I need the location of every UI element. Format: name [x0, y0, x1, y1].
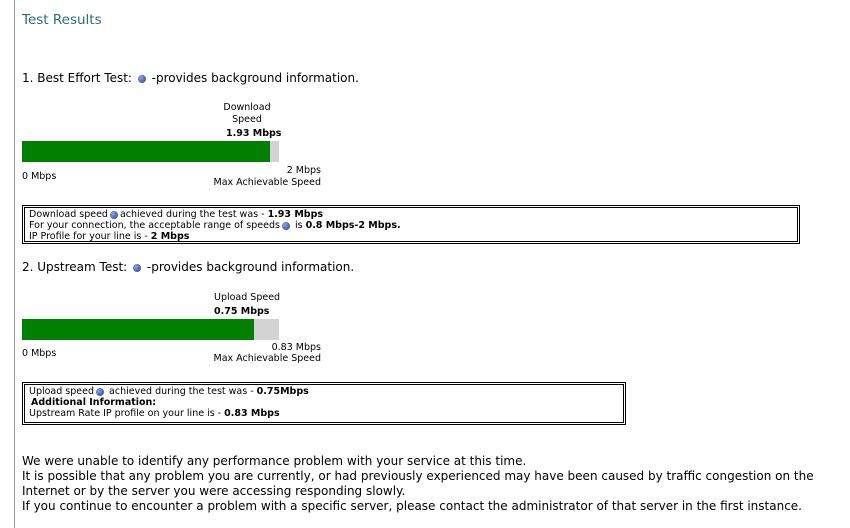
footer: We were unable to identify any performan…: [22, 454, 814, 514]
info-icon[interactable]: [96, 387, 105, 396]
info-icon[interactable]: [137, 74, 146, 83]
text: achieved during the test was -: [106, 386, 257, 397]
value: 0.75Mbps: [256, 386, 309, 397]
text: Upstream Rate IP profile on your line is…: [29, 408, 225, 419]
summary-line: Additional Information:: [29, 397, 619, 408]
text: is: [291, 220, 306, 231]
footer-line: Internet or by the server you were acces…: [22, 484, 406, 498]
gauge-track: [22, 141, 279, 162]
gauge-fill: [22, 141, 270, 162]
value: 1.93 Mbps: [267, 209, 324, 220]
info-icon[interactable]: [109, 210, 118, 219]
summary-line: For your connection, the acceptable rang…: [29, 220, 793, 231]
text: For your connection, the acceptable rang…: [29, 220, 280, 231]
section-heading: 2. Upstream Test: -provides background i…: [22, 260, 354, 274]
gauge-track: [22, 319, 279, 340]
gauge-min: 0 Mbps: [22, 348, 57, 359]
info-icon[interactable]: [281, 221, 290, 230]
gauge-max: 2 Mbps: [286, 165, 321, 176]
text: IP Profile for your line is -: [29, 231, 151, 242]
footer-line: If you continue to encounter a problem w…: [22, 499, 802, 513]
summary-line: Download speed achieved during the test w…: [29, 209, 793, 220]
summary-box: Download speed achieved during the test w…: [22, 205, 800, 244]
gauge-min: 0 Mbps: [22, 171, 57, 182]
left-border: [14, 0, 15, 528]
value: 2 Mbps: [150, 231, 190, 242]
gauge-fill: [22, 319, 255, 340]
text: Upload speed: [29, 386, 95, 397]
gauge-label: Upload Speed: [214, 292, 281, 303]
gauge-max-caption: Max Achievable Speed: [213, 353, 321, 364]
info-icon[interactable]: [133, 263, 142, 272]
gauge-value: 0.75 Mbps: [214, 306, 270, 317]
value: 0.8 Mbps-2 Mbps.: [305, 220, 401, 231]
heading: 1. Best Effort Test:: [22, 71, 132, 85]
text: Download speed: [29, 209, 108, 220]
summary-line: IP Profile for your line is - 2 Mbps: [29, 231, 793, 242]
value: 0.83 Mbps: [224, 408, 280, 419]
section-heading: 1. Best Effort Test: -provides backgroun…: [22, 71, 359, 85]
gauge-max: 0.83 Mbps: [271, 342, 321, 353]
summary-line: Upstream Rate IP profile on your line is…: [29, 408, 619, 419]
info: -provides background information.: [146, 260, 355, 274]
gauge-value: 1.93 Mbps: [226, 128, 282, 139]
footer-line: It is possible that any problem you are …: [22, 469, 814, 483]
gauge-label: Download Speed: [223, 102, 271, 125]
footer-line: We were unable to identify any performan…: [22, 454, 527, 468]
text: achieved during the test was -: [119, 209, 268, 220]
text: Additional Information:: [31, 397, 157, 408]
summary-box: Upload speed achieved during the test wa…: [22, 382, 626, 425]
title: Test Results: [22, 12, 102, 28]
summary-line: Upload speed achieved during the test wa…: [29, 386, 619, 397]
gauge-max-caption: Max Achievable Speed: [213, 177, 321, 188]
heading: 2. Upstream Test:: [22, 260, 128, 274]
info: -provides background information.: [151, 71, 359, 85]
